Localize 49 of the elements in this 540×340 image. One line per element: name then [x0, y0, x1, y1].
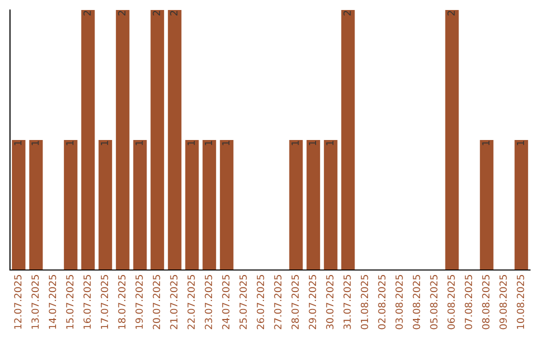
- data-label: 1: [100, 140, 108, 146]
- x-tick-label: 17.07.2025: [100, 275, 108, 329]
- x-tick-label: 08.08.2025: [482, 275, 490, 330]
- x-tick-label: 10.08.2025: [516, 275, 524, 329]
- x-tick-label: 01.08.2025: [360, 275, 368, 330]
- x-tick-label: 16.07.2025: [83, 275, 91, 329]
- x-tick-label: 09.08.2025: [499, 275, 507, 330]
- x-tick-label: 29.07.2025: [308, 275, 316, 330]
- data-label: 1: [222, 140, 230, 146]
- x-tick-label: 23.07.2025: [204, 275, 212, 330]
- x-tick-label: 28.07.2025: [291, 275, 299, 330]
- data-label: 1: [292, 140, 299, 146]
- x-tick-label: 20.07.2025: [152, 275, 160, 330]
- x-tick-label: 06.08.2025: [447, 275, 455, 330]
- x-tick-label: 15.07.2025: [66, 275, 74, 329]
- x-tick-label: 30.07.2025: [326, 275, 334, 330]
- x-tick-label: 21.07.2025: [170, 275, 178, 330]
- data-label: 1: [308, 140, 316, 146]
- x-tick-label: 05.08.2025: [430, 275, 438, 330]
- data-label: 2: [447, 10, 455, 16]
- data-label: 1: [14, 140, 22, 146]
- data-label: 2: [152, 10, 160, 16]
- x-tick-label: 22.07.2025: [187, 275, 195, 330]
- data-label: 1: [32, 140, 39, 146]
- data-label: 2: [83, 10, 91, 16]
- x-tick-label: 02.08.2025: [378, 275, 386, 330]
- x-tick-label: 04.08.2025: [412, 275, 420, 330]
- data-label: 2: [170, 10, 178, 16]
- x-tick-label: 25.07.2025: [239, 275, 247, 330]
- data-label: 2: [118, 10, 126, 16]
- x-tick-label: 27.07.2025: [274, 275, 282, 330]
- x-tick-label: 14.07.2025: [48, 275, 56, 329]
- x-tick-label: 07.08.2025: [464, 275, 472, 330]
- data-label: 2: [343, 10, 351, 16]
- data-label: 1: [66, 140, 74, 146]
- x-tick-label: 12.07.2025: [14, 275, 22, 329]
- data-label: 1: [136, 140, 143, 146]
- data-label: 1: [516, 140, 524, 146]
- data-label: 1: [482, 140, 490, 146]
- x-tick-label: 31.07.2025: [343, 275, 351, 330]
- x-tick-label: 18.07.2025: [118, 275, 126, 329]
- x-tick-label: 19.07.2025: [135, 275, 143, 329]
- data-label: 1: [204, 140, 212, 146]
- x-tick-label: 24.07.2025: [222, 275, 230, 330]
- x-tick-label: 13.07.2025: [31, 275, 39, 329]
- x-tick-label: 03.08.2025: [395, 275, 403, 330]
- data-label: 1: [326, 140, 334, 146]
- data-label: 1: [188, 140, 195, 146]
- x-tick-label: 26.07.2025: [256, 275, 264, 330]
